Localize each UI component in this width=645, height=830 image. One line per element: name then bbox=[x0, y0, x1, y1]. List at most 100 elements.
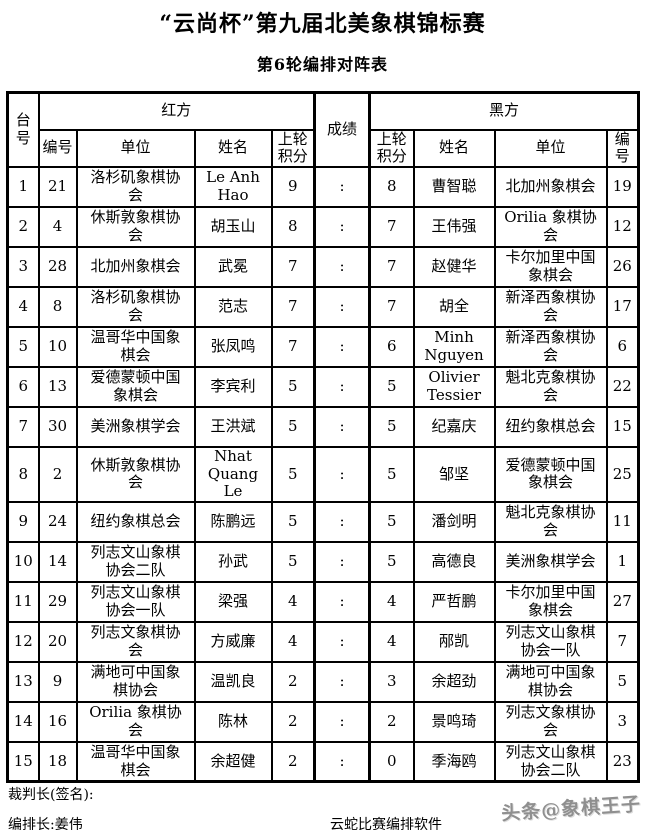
cell-board: 6 bbox=[6, 365, 40, 408]
arranger-label: 编排长:姜伟 bbox=[8, 817, 83, 830]
cell-red-name: 王洪斌 bbox=[193, 405, 273, 448]
table-row: 2 4 休斯敦象棋协会 胡玉山 8:7 王伟强 Orilia 象棋协会 12 bbox=[6, 205, 640, 248]
cell-red-name: Nhat Quang Le bbox=[193, 445, 273, 503]
cell-black-no: 6 bbox=[605, 325, 640, 368]
cell-red-score: 5 bbox=[270, 405, 316, 448]
cell-red-name: 胡玉山 bbox=[193, 205, 273, 248]
cell-red-unit: Orilia 象棋协会 bbox=[75, 700, 196, 743]
cell-red-unit: 休斯敦象棋协会 bbox=[75, 445, 196, 503]
col-header-result: 成绩 bbox=[313, 91, 372, 168]
cell-black-name: 余超劲 bbox=[412, 660, 496, 703]
cell-black-name: 王伟强 bbox=[412, 205, 496, 248]
cell-black-score: 4 bbox=[368, 580, 415, 623]
cell-board: 13 bbox=[6, 660, 40, 703]
cell-black-score: 5 bbox=[368, 405, 415, 448]
cell-red-no: 29 bbox=[37, 580, 78, 623]
cell-black-no: 27 bbox=[605, 580, 640, 623]
cell-result: : bbox=[313, 245, 372, 288]
cell-black-name: 高德良 bbox=[412, 540, 496, 583]
cell-black-unit: 爱德蒙顿中国象棋会 bbox=[493, 445, 608, 503]
table-row: 4 8 洛杉矶象棋协会 范志 7:7 胡全 新泽西象棋协会 17 bbox=[6, 285, 640, 328]
cell-red-unit: 纽约象棋总会 bbox=[75, 500, 196, 543]
cell-red-score: 2 bbox=[270, 740, 316, 783]
cell-red-name: 李宾利 bbox=[193, 365, 273, 408]
cell-black-name: 邴凯 bbox=[412, 620, 496, 663]
cell-result: : bbox=[313, 620, 372, 663]
cell-black-name: 曹智聪 bbox=[412, 165, 496, 208]
cell-black-no: 7 bbox=[605, 620, 640, 663]
cell-board: 14 bbox=[6, 700, 40, 743]
cell-red-no: 18 bbox=[37, 740, 78, 783]
cell-black-name: 邹坚 bbox=[412, 445, 496, 503]
table-row: 9 24 纽约象棋总会 陈鹏远 5:5 潘剑明 魁北克象棋协会 11 bbox=[6, 500, 640, 543]
table-row: 7 30 美洲象棋学会 王洪斌 5:5 纪嘉庆 纽约象棋总会 15 bbox=[6, 405, 640, 448]
col-header-red-side: 红方 bbox=[37, 91, 316, 131]
cell-red-name: 梁强 bbox=[193, 580, 273, 623]
cell-black-name: 季海鸥 bbox=[412, 740, 496, 783]
cell-result: : bbox=[313, 500, 372, 543]
cell-black-no: 17 bbox=[605, 285, 640, 328]
cell-red-no: 13 bbox=[37, 365, 78, 408]
table-header: 台号 红方 成绩 黑方 编号 单位 姓名 上轮积分 上轮积分 姓名 单位 编号 bbox=[6, 91, 640, 168]
table-row: 14 16 Orilia 象棋协会 陈林 2:2 景鸣琦 列志文象棋协会 3 bbox=[6, 700, 640, 743]
col-header-black-unit: 单位 bbox=[493, 128, 608, 168]
table-row: 11 29 列志文山象棋协会一队 梁强 4:4 严哲鹏 卡尔加里中国象棋会 27 bbox=[6, 580, 640, 623]
cell-black-no: 1 bbox=[605, 540, 640, 583]
cell-black-no: 3 bbox=[605, 700, 640, 743]
header-row-groups: 台号 红方 成绩 黑方 bbox=[6, 91, 640, 168]
cell-black-score: 7 bbox=[368, 285, 415, 328]
table-row: 10 14 列志文山象棋协会二队 孙武 5:5 高德良 美洲象棋学会 1 bbox=[6, 540, 640, 583]
cell-board: 1 bbox=[6, 165, 40, 208]
table-row: 3 28 北加州象棋会 武冕 7:7 赵健华 卡尔加里中国象棋会 26 bbox=[6, 245, 640, 288]
cell-red-unit: 列志文山象棋协会一队 bbox=[75, 580, 196, 623]
cell-red-score: 5 bbox=[270, 540, 316, 583]
cell-black-unit: 魁北克象棋协会 bbox=[493, 500, 608, 543]
col-header-red-unit: 单位 bbox=[75, 128, 196, 168]
cell-red-no: 16 bbox=[37, 700, 78, 743]
cell-result: : bbox=[313, 445, 372, 503]
cell-black-score: 8 bbox=[368, 165, 415, 208]
cell-black-no: 26 bbox=[605, 245, 640, 288]
cell-red-score: 5 bbox=[270, 500, 316, 543]
cell-result: : bbox=[313, 580, 372, 623]
cell-red-unit: 列志文山象棋协会二队 bbox=[75, 540, 196, 583]
cell-black-score: 5 bbox=[368, 445, 415, 503]
col-header-black-side: 黑方 bbox=[368, 91, 640, 131]
cell-red-score: 7 bbox=[270, 285, 316, 328]
cell-red-no: 24 bbox=[37, 500, 78, 543]
cell-red-no: 10 bbox=[37, 325, 78, 368]
cell-red-name: 方威廉 bbox=[193, 620, 273, 663]
cell-black-unit: Orilia 象棋协会 bbox=[493, 205, 608, 248]
cell-red-score: 4 bbox=[270, 580, 316, 623]
cell-red-unit: 休斯敦象棋协会 bbox=[75, 205, 196, 248]
table-row: 8 2 休斯敦象棋协会 Nhat Quang Le 5:5 邹坚 爱德蒙顿中国象棋会 25 bbox=[6, 445, 640, 503]
cell-black-name: 赵健华 bbox=[412, 245, 496, 288]
cell-result: : bbox=[313, 740, 372, 783]
cell-board: 8 bbox=[6, 445, 40, 503]
cell-black-no: 12 bbox=[605, 205, 640, 248]
cell-board: 7 bbox=[6, 405, 40, 448]
cell-black-name: 严哲鹏 bbox=[412, 580, 496, 623]
pairing-rows: 1 21 洛杉矶象棋协会 Le Anh Hao 9:8 曹智聪 北加州象棋会 19 2 4 休斯敦象… bbox=[6, 165, 640, 783]
cell-result: : bbox=[313, 660, 372, 703]
cell-black-unit: 列志文山象棋协会二队 bbox=[493, 740, 608, 783]
table-row: 15 18 温哥华中国象棋会 余超健 2:0 季海鸥 列志文山象棋协会二队 23 bbox=[6, 740, 640, 783]
page-subtitle: 第6轮编排对阵表 bbox=[256, 55, 389, 74]
cell-red-unit: 温哥华中国象棋会 bbox=[75, 740, 196, 783]
cell-black-no: 23 bbox=[605, 740, 640, 783]
cell-black-score: 4 bbox=[368, 620, 415, 663]
cell-red-unit: 洛杉矶象棋协会 bbox=[75, 285, 196, 328]
cell-red-unit: 满地可中国象棋协会 bbox=[75, 660, 196, 703]
cell-red-name: 张凤鸣 bbox=[193, 325, 273, 368]
cell-result: : bbox=[313, 365, 372, 408]
cell-red-unit: 温哥华中国象棋会 bbox=[75, 325, 196, 368]
col-header-board: 台号 bbox=[6, 91, 40, 168]
table-row: 13 9 满地可中国象棋协会 温凯良 2:3 余超劲 满地可中国象棋协会 5 bbox=[6, 660, 640, 703]
cell-red-no: 20 bbox=[37, 620, 78, 663]
cell-black-no: 25 bbox=[605, 445, 640, 503]
cell-red-score: 2 bbox=[270, 700, 316, 743]
cell-black-unit: 新泽西象棋协会 bbox=[493, 325, 608, 368]
cell-red-name: 陈林 bbox=[193, 700, 273, 743]
cell-result: : bbox=[313, 405, 372, 448]
